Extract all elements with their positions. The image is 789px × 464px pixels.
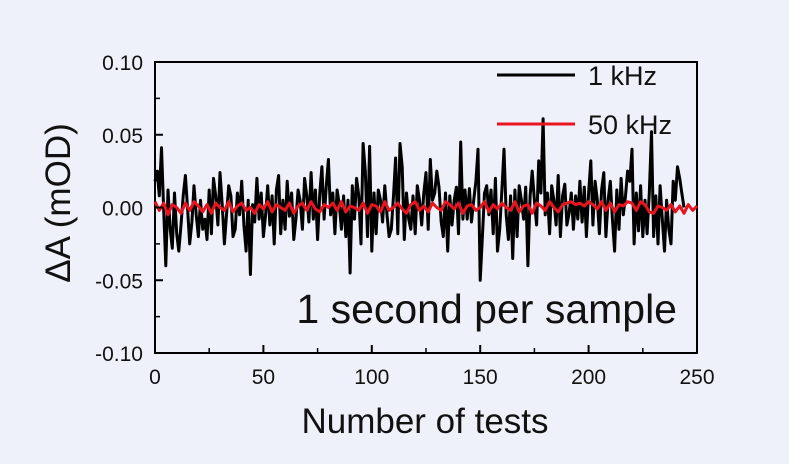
y-tick-label: 0.10 (102, 52, 143, 75)
y-tick-label: -0.10 (95, 343, 143, 366)
series-line-1-khz (153, 117, 686, 282)
x-tick-label: 50 (252, 366, 275, 389)
y-axis-label: ΔA (mOD) (39, 123, 78, 282)
x-tick-label: 150 (463, 366, 498, 389)
y-tick-label: -0.05 (95, 270, 143, 293)
series-layer (153, 117, 699, 282)
x-tick-label: 250 (679, 366, 714, 389)
y-tick-label: 0.00 (102, 198, 143, 221)
x-tick-label: 200 (571, 366, 606, 389)
legend-label-50khz: 50 kHz (588, 110, 672, 140)
x-tick-label: 100 (354, 366, 389, 389)
x-axis-label: Number of tests (301, 402, 548, 441)
y-tick-label: 0.05 (102, 125, 143, 148)
annotation-text: 1 second per sample (296, 286, 677, 332)
axes-layer: 0 50 100 150 200 250 -0.10 -0.05 0.00 0.05 0.10 (95, 52, 714, 389)
legend-label-1khz: 1 kHz (588, 61, 657, 91)
x-tick-label: 0 (149, 366, 161, 389)
series-line-50-khz (153, 200, 699, 217)
plot-area: 0 50 100 150 200 250 -0.10 -0.05 0.00 0.05 0.10 (95, 52, 714, 389)
legend: 1 kHz 50 kHz (497, 61, 672, 140)
